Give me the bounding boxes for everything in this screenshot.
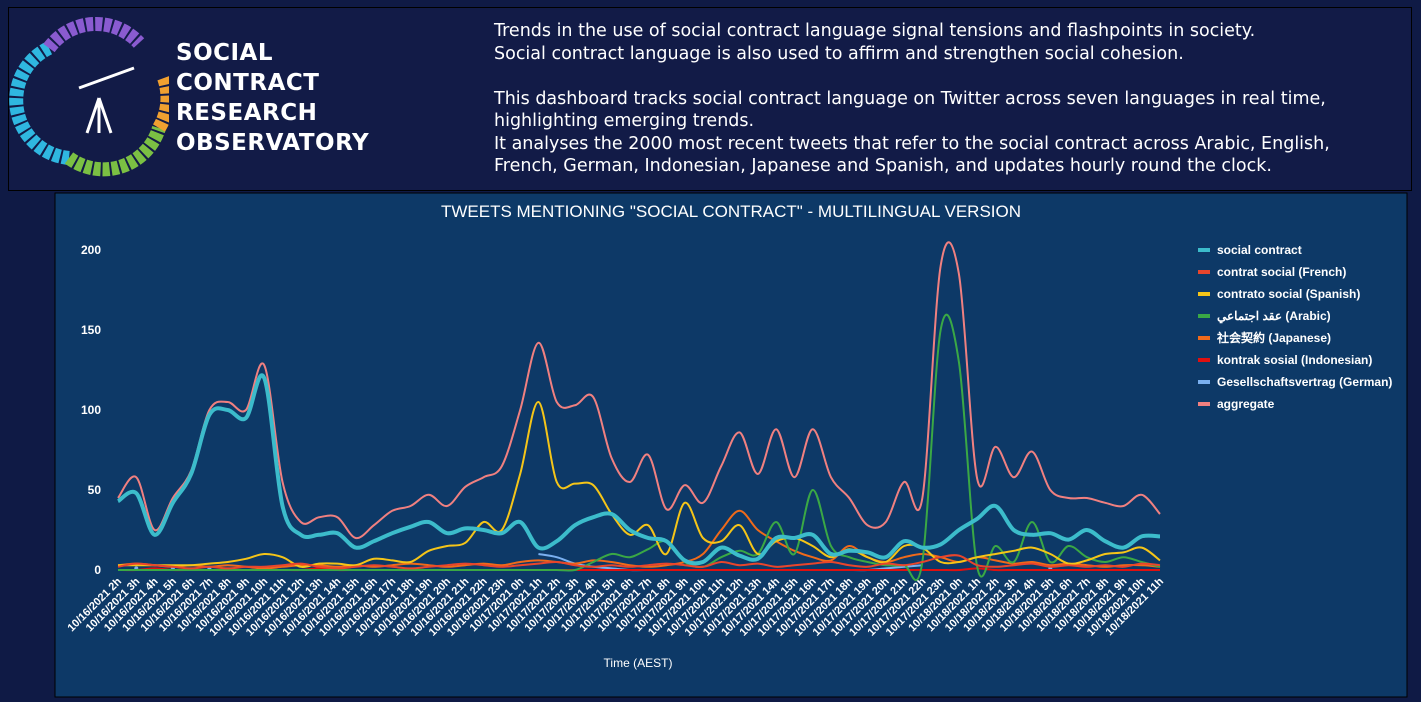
series-line (116, 373, 1161, 566)
legend-label: aggregate (1217, 397, 1275, 411)
text-line: It analyses the 2000 most recent tweets … (494, 133, 1330, 154)
logo-icon (9, 16, 169, 177)
y-tick-label: 0 (94, 563, 101, 577)
legend-label: عقد اجتماعي (Arabic) (1217, 309, 1331, 324)
y-tick-label: 200 (81, 243, 101, 257)
text-line: Social contract language is also used to… (494, 43, 1184, 64)
y-tick-label: 50 (88, 483, 102, 497)
logo-line: RESEARCH (176, 100, 318, 126)
text-line: Trends in the use of social contract lan… (494, 21, 1256, 41)
chart-title: TWEETS MENTIONING "SOCIAL CONTRACT" - MU… (441, 202, 1021, 221)
intro-text: Trends in the use of social contract lan… (494, 20, 1330, 178)
logo-line: SOCIAL (176, 40, 274, 66)
legend-label: contrato social (Spanish) (1217, 287, 1360, 301)
text-line: French, German, Indonesian, Japanese and… (494, 156, 1272, 176)
legend-label: kontrak sosial (Indonesian) (1217, 353, 1372, 367)
legend-label: 社会契約 (Japanese) (1216, 330, 1331, 345)
legend-label: contrat social (French) (1217, 265, 1346, 279)
logo-text: SOCIAL CONTRACT RESEARCH OBSERVATORY (176, 38, 369, 158)
logo-line: OBSERVATORY (176, 130, 370, 156)
series-line (117, 241, 1161, 540)
text-line: highlighting emerging trends. (494, 111, 755, 131)
text-line: This dashboard tracks social contract la… (494, 88, 1326, 109)
legend-label: Gesellschaftsvertrag (German) (1217, 375, 1392, 389)
header: SOCIAL CONTRACT RESEARCH OBSERVATORY Tre… (8, 7, 1412, 191)
y-tick-label: 100 (81, 403, 101, 417)
logo-line: CONTRACT (176, 70, 320, 96)
legend-label: social contract (1217, 243, 1302, 257)
x-axis-label: Time (AEST) (604, 656, 673, 670)
series-line (117, 554, 1161, 570)
y-tick-label: 150 (81, 323, 101, 337)
